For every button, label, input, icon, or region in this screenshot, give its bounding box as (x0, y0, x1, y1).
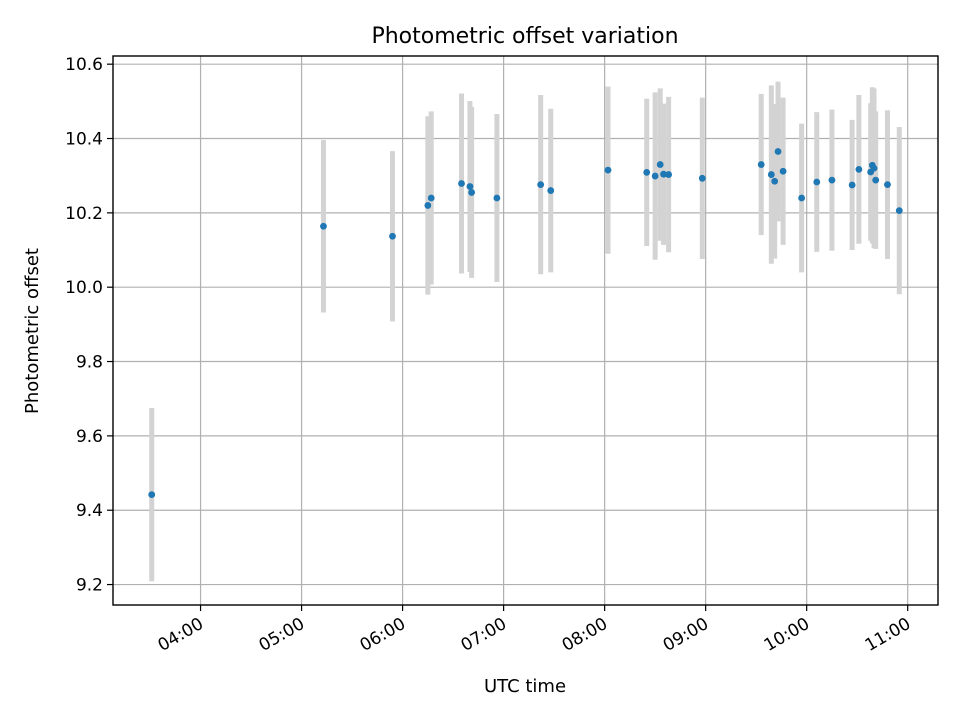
data-point (884, 181, 891, 189)
data-point (389, 232, 396, 240)
data-point (870, 164, 878, 172)
data-point (458, 180, 465, 187)
data-point (537, 181, 545, 189)
data-point (320, 222, 327, 230)
y-tick-label: 10.6 (65, 55, 103, 75)
y-tick-label: 9.8 (76, 353, 103, 373)
data-point (757, 161, 765, 168)
data-point (767, 171, 775, 178)
data-point (771, 177, 779, 185)
y-tick-label: 10.2 (65, 204, 103, 224)
errorbar-layer (149, 81, 902, 582)
y-tick-label: 9.4 (76, 501, 103, 521)
chart-title: Photometric offset variation (371, 24, 678, 49)
data-point (148, 491, 156, 499)
data-point (698, 174, 706, 182)
data-point (813, 178, 821, 186)
point-layer (148, 148, 903, 499)
y-tick-label: 10.0 (65, 278, 103, 298)
data-point (468, 189, 476, 196)
y-tick-label: 9.2 (76, 576, 103, 596)
data-point (493, 194, 501, 202)
data-point (828, 176, 836, 184)
data-point (855, 165, 863, 173)
plot-frame (112, 55, 939, 606)
x-tick-label: 09:00 (660, 614, 712, 656)
data-point (466, 183, 474, 190)
y-axis-label: Photometric offset (22, 248, 43, 414)
y-tick-label: 9.6 (76, 427, 103, 447)
x-tick-label: 05:00 (256, 614, 308, 656)
data-point (774, 148, 782, 155)
y-axis-ticks: 9.2 9.4 9.6 9.8 10.0 10.2 10.4 10.6 (65, 55, 113, 596)
x-tick-label: 11:00 (862, 614, 914, 656)
data-point (872, 176, 880, 184)
x-tick-label: 10:00 (761, 614, 813, 656)
data-point (895, 207, 903, 215)
data-point (798, 194, 806, 202)
grid-layer (113, 56, 938, 605)
data-point (660, 170, 667, 178)
x-tick-label: 06:00 (357, 614, 409, 656)
data-point (604, 166, 612, 174)
x-tick-label: 08:00 (559, 614, 611, 656)
data-point (643, 168, 651, 176)
x-axis-label: UTC time (484, 676, 566, 697)
x-tick-label: 04:00 (155, 614, 207, 656)
data-point (779, 167, 787, 175)
data-point (848, 181, 856, 189)
data-point (427, 194, 435, 202)
y-tick-label: 10.4 (65, 130, 103, 150)
data-point (651, 172, 659, 180)
x-tick-label: 07:00 (458, 614, 510, 656)
data-point (656, 161, 664, 168)
data-point (665, 171, 673, 178)
x-axis-ticks: 04:00 05:00 06:00 07:00 08:00 09:00 10:00 11:00 (155, 605, 914, 656)
data-point (547, 187, 555, 194)
data-point (424, 202, 432, 209)
